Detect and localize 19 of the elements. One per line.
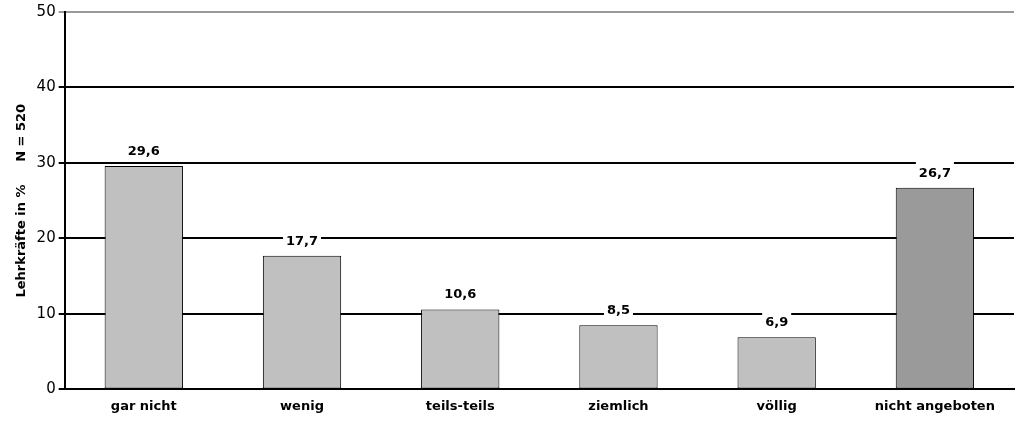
data-label: 29,6 <box>127 142 160 158</box>
x-tick-label: völlig <box>756 397 797 413</box>
x-tick-label: gar nicht <box>110 397 177 413</box>
y-tick-label: 30 <box>36 152 56 171</box>
data-label: 26,7 <box>918 164 951 180</box>
data-label: 10,6 <box>444 286 477 302</box>
y-tick-label: 10 <box>36 303 56 322</box>
y-tick-label: 0 <box>46 379 56 398</box>
y-tick-label: 50 <box>36 1 56 20</box>
data-label: 17,7 <box>285 232 319 248</box>
data-label: 6,9 <box>765 314 789 330</box>
data-label: 8,5 <box>606 302 630 318</box>
x-tick-label: teils-teils <box>425 397 495 413</box>
y-tick-label: 20 <box>36 228 56 247</box>
y-tick-label: 40 <box>36 77 56 96</box>
y-axis-title: Lehrkräfte in % N = 520 <box>13 103 29 298</box>
x-tick-label: nicht angeboten <box>874 397 995 413</box>
x-tick-label: ziemlich <box>588 397 649 413</box>
x-tick-label: wenig <box>280 397 324 413</box>
